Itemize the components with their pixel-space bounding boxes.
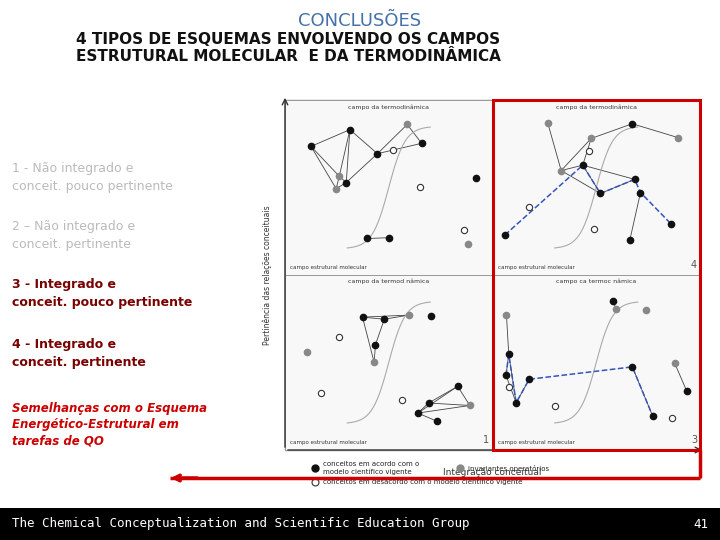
Text: Pertinência das relações conceituais: Pertinência das relações conceituais: [262, 205, 271, 345]
Text: Energético-Estrutural em: Energético-Estrutural em: [12, 418, 179, 431]
Bar: [285, 100, 700, 450]
Text: ESTRUTURAL MOLECULAR  E DA TERMODINÂMICA: ESTRUTURAL MOLECULAR E DA TERMODINÂMICA: [76, 49, 501, 64]
Text: Integração conceitual: Integração conceitual: [444, 468, 541, 477]
Text: tarefas de QO: tarefas de QO: [12, 434, 104, 447]
Text: campo estrutural molecular: campo estrutural molecular: [498, 265, 575, 270]
Text: campo estrutural molecular: campo estrutural molecular: [290, 440, 367, 445]
Bar: [285, 275, 492, 450]
Bar: [492, 275, 700, 450]
Text: 3 - Integrado e
conceit. pouco pertinente: 3 - Integrado e conceit. pouco pertinent…: [12, 278, 192, 309]
Text: campo estrutural molecular: campo estrutural molecular: [498, 440, 575, 445]
Bar: [0, 508, 720, 540]
Text: campo da termod nâmica: campo da termod nâmica: [348, 279, 429, 285]
Text: CONCLUSÕES: CONCLUSÕES: [298, 12, 422, 30]
Bar: [492, 100, 700, 275]
Text: invariantes operatórios: invariantes operatórios: [468, 464, 549, 471]
Bar: [492, 100, 700, 450]
Text: 3: 3: [691, 435, 697, 445]
Text: 1 - Não integrado e
conceit. pouco pertinente: 1 - Não integrado e conceit. pouco perti…: [12, 162, 173, 193]
Text: The Chemical Conceptualization and Scientific Education Group: The Chemical Conceptualization and Scien…: [12, 517, 469, 530]
Text: 41: 41: [693, 517, 708, 530]
Text: campo estrutural molecular: campo estrutural molecular: [290, 265, 367, 270]
Text: 4: 4: [691, 260, 697, 270]
Text: 2 – Não integrado e
conceit. pertinente: 2 – Não integrado e conceit. pertinente: [12, 220, 135, 251]
Text: campo da termodinâmica: campo da termodinâmica: [348, 104, 429, 110]
Text: conceitos em desacordo com o modelo científico vigente: conceitos em desacordo com o modelo cien…: [323, 479, 523, 485]
Text: 1: 1: [483, 435, 490, 445]
Text: 4 TIPOS DE ESQUEMAS ENVOLVENDO OS CAMPOS: 4 TIPOS DE ESQUEMAS ENVOLVENDO OS CAMPOS: [76, 32, 500, 47]
Text: conceitos em acordo com o
modelo científico vigente: conceitos em acordo com o modelo científ…: [323, 461, 419, 475]
Text: campo ca termoc nâmica: campo ca termoc nâmica: [556, 279, 636, 285]
Text: campo da termodinâmica: campo da termodinâmica: [556, 104, 636, 110]
Text: Semelhanças com o Esquema: Semelhanças com o Esquema: [12, 402, 207, 415]
Bar: [285, 100, 492, 275]
Text: 4 - Integrado e
conceit. pertinente: 4 - Integrado e conceit. pertinente: [12, 338, 146, 369]
